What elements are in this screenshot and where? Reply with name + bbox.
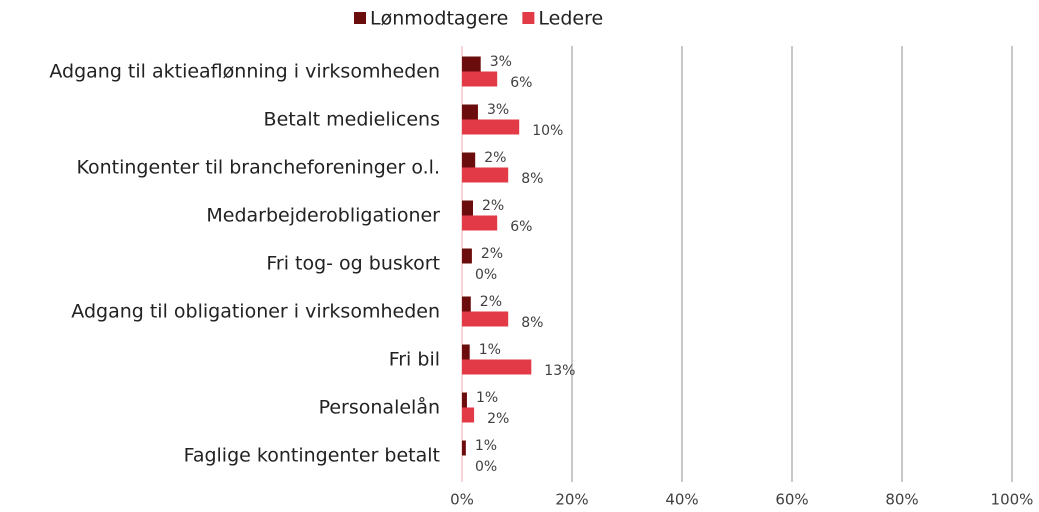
data-label: 10% — [532, 123, 563, 139]
data-label: 3% — [490, 54, 512, 70]
bar — [462, 200, 473, 216]
data-label: 8% — [521, 171, 543, 187]
data-label: 0% — [475, 267, 497, 283]
bar — [462, 104, 478, 120]
bar — [462, 407, 475, 423]
bar — [462, 167, 509, 183]
category-label: Faglige kontingenter betalt — [184, 445, 440, 467]
bar — [462, 440, 466, 456]
bar — [462, 152, 476, 168]
bar — [462, 311, 509, 327]
data-label: 2% — [481, 246, 503, 262]
x-tick-label: 20% — [555, 491, 588, 509]
data-label: 6% — [510, 219, 532, 235]
data-label: 8% — [521, 315, 543, 331]
category-label: Adgang til obligationer i virksomheden — [71, 301, 440, 323]
legend-swatch — [354, 12, 366, 24]
legend-label: Lønmodtagere — [370, 8, 508, 30]
bar — [462, 344, 470, 360]
x-tick-label: 0% — [450, 491, 474, 509]
bar — [462, 215, 498, 231]
data-label: 2% — [480, 294, 502, 310]
x-tick-label: 60% — [775, 491, 808, 509]
category-label: Fri tog- og buskort — [266, 253, 440, 275]
bar — [462, 56, 481, 72]
category-label: Betalt medielicens — [264, 109, 440, 131]
data-label: 1% — [476, 390, 498, 406]
data-label: 2% — [482, 198, 504, 214]
data-label: 13% — [544, 363, 575, 379]
data-label: 6% — [510, 75, 532, 91]
x-tick-label: 80% — [885, 491, 918, 509]
bar — [462, 296, 471, 312]
legend-swatch — [522, 12, 535, 24]
bar — [462, 392, 467, 408]
bar — [462, 248, 472, 264]
category-label: Adgang til aktieaflønning i virksomheden — [49, 61, 440, 83]
data-label: 0% — [475, 459, 497, 475]
x-tick-label: 40% — [665, 491, 698, 509]
bar — [462, 359, 532, 375]
category-label: Fri bil — [389, 349, 440, 371]
data-label: 1% — [475, 438, 497, 454]
category-label: Kontingenter til brancheforeninger o.l. — [76, 157, 440, 179]
x-tick-label: 100% — [991, 491, 1034, 509]
data-label: 1% — [479, 342, 501, 358]
data-label: 2% — [487, 411, 509, 427]
data-label: 2% — [484, 150, 506, 166]
bar — [462, 71, 498, 87]
data-label: 3% — [487, 102, 509, 118]
legend-label: Ledere — [538, 8, 603, 30]
bar — [462, 119, 520, 135]
category-label: Personalelån — [319, 396, 440, 419]
category-label: Medarbejderobligationer — [206, 205, 440, 227]
